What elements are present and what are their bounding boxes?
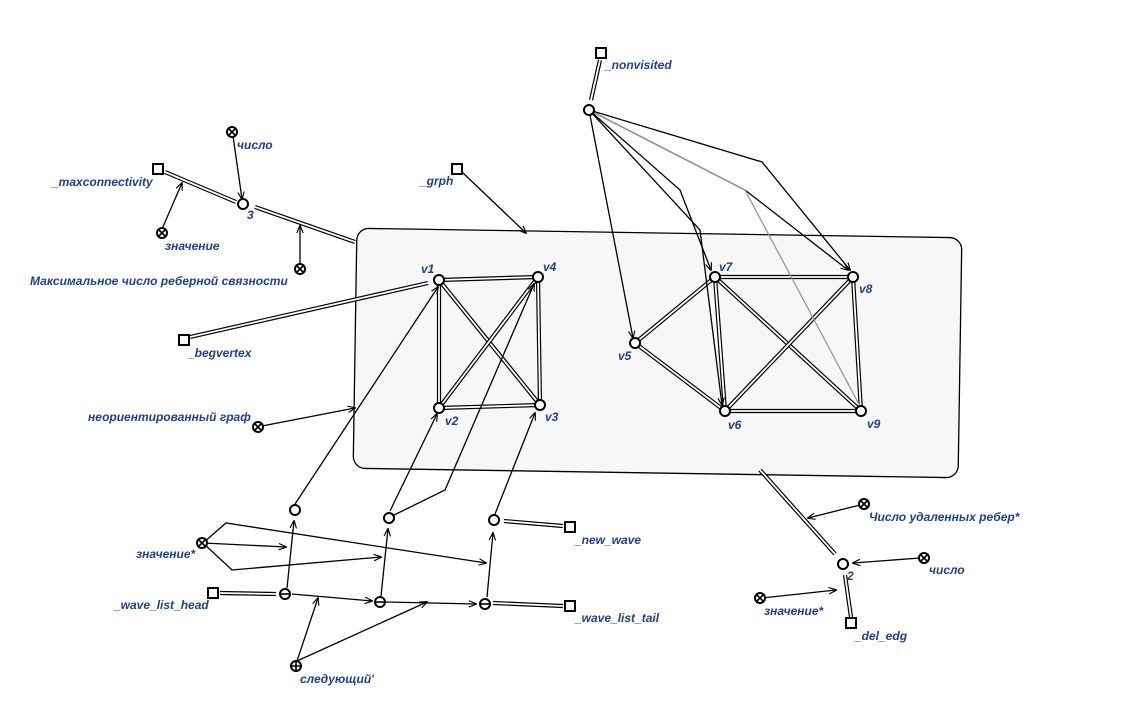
grph-arrow: [461, 171, 526, 233]
vertex-v7[interactable]: [709, 271, 721, 283]
wave-list-head-node[interactable]: [207, 587, 219, 599]
grph-node[interactable]: [451, 163, 463, 175]
label-v6: v6: [728, 418, 742, 432]
number-top-relation[interactable]: [226, 126, 238, 138]
label-new-wave: _new_wave: [574, 533, 641, 547]
wave-1-node[interactable]: [289, 504, 301, 516]
vertex-v4[interactable]: [532, 271, 544, 283]
max-edge-connectivity-relation[interactable]: [294, 263, 306, 275]
vertex-v2[interactable]: [433, 402, 445, 414]
label-value-star-left: значение*: [136, 547, 197, 561]
vertex-v3[interactable]: [534, 399, 546, 411]
label-number-top: число: [237, 138, 273, 152]
value-left-relation[interactable]: [156, 227, 168, 239]
left-subgraph-edges: [436, 274, 543, 411]
nonvisited-arrows: [588, 59, 862, 409]
wave-element-3[interactable]: [479, 598, 491, 610]
undirected-graph-arrow: [261, 408, 355, 427]
vertex-v9[interactable]: [855, 405, 867, 417]
label-v5: v5: [618, 349, 632, 363]
wave-2-node[interactable]: [383, 512, 395, 524]
value-star-left-relation[interactable]: [196, 537, 208, 549]
label-three: 3: [247, 208, 254, 222]
removed-edges-group: [758, 468, 921, 618]
graph-contour: [352, 227, 963, 479]
label-nonvisited: _nonvisited: [604, 58, 672, 72]
begvertex-node[interactable]: [178, 334, 190, 346]
label-v3: v3: [545, 410, 559, 424]
label-wave-list-tail: _wave_list_tail: [574, 611, 660, 625]
wave-element-1[interactable]: [279, 588, 291, 600]
label-number-right: число: [929, 563, 965, 577]
label-begvertex: _begvertex: [187, 346, 253, 360]
nonvisited-set-node[interactable]: [583, 104, 595, 116]
vertex-v6[interactable]: [719, 405, 731, 417]
label-v1: v1: [421, 262, 435, 276]
label-v2: v2: [445, 414, 459, 428]
vertex-v8[interactable]: [847, 271, 859, 283]
label-max-edge-connectivity: Максимальное число реберной связности: [30, 274, 288, 288]
label-v4: v4: [543, 260, 557, 274]
wave-element-2[interactable]: [374, 596, 386, 608]
value-star-right-relation[interactable]: [754, 592, 766, 604]
vertex-v5[interactable]: [629, 337, 641, 349]
maxconnectivity-node[interactable]: [152, 163, 164, 175]
del-edg-node[interactable]: [845, 617, 857, 629]
label-next: следующий': [300, 672, 375, 686]
undirected-graph-relation[interactable]: [252, 421, 264, 433]
right-subgraph-edges: [633, 274, 864, 414]
wave-list-group: [202, 284, 564, 662]
number-right-relation[interactable]: [918, 552, 930, 564]
label-v9: v9: [867, 417, 881, 431]
value-2-node[interactable]: [837, 558, 849, 570]
removed-edges-relation[interactable]: [858, 498, 870, 510]
vertex-v1[interactable]: [433, 274, 445, 286]
label-maxconnectivity: _maxconnectivity: [51, 175, 154, 189]
value-3-node[interactable]: [237, 198, 249, 210]
label-wave-list-head: _wave_list_head: [113, 598, 209, 612]
label-grph: _grph: [419, 174, 453, 188]
maxconnectivity-group: [161, 135, 356, 266]
label-value-left: значение: [165, 239, 220, 253]
new-wave-node[interactable]: [564, 521, 576, 533]
label-value-star-right: значение*: [764, 604, 825, 618]
label-undirected-graph: неориентированный граф: [88, 410, 251, 424]
nonvisited-node[interactable]: [595, 47, 607, 59]
label-v8: v8: [859, 282, 873, 296]
label-two: 2: [846, 569, 854, 583]
next-relation[interactable]: [290, 660, 302, 672]
label-v7: v7: [719, 260, 734, 274]
label-del-edg: _del_edg: [854, 629, 908, 643]
wave-3-node[interactable]: [488, 514, 500, 526]
wave-list-tail-node[interactable]: [564, 600, 576, 612]
label-removed-edges: Число удаленных ребер*: [869, 510, 1021, 524]
